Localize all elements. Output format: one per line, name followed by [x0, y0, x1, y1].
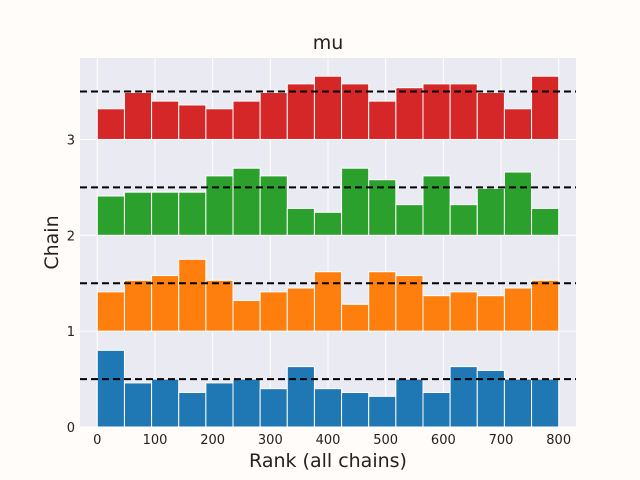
- bar: [96, 291, 125, 332]
- x-tick-label: 800: [546, 433, 571, 448]
- bar: [449, 204, 478, 236]
- bar: [395, 87, 424, 140]
- bar: [151, 100, 180, 140]
- bar: [422, 83, 451, 140]
- bar: [123, 92, 153, 140]
- bar: [151, 378, 180, 428]
- bar: [313, 75, 343, 140]
- chain-1-bars: [96, 258, 560, 332]
- y-tick-label: 2: [67, 229, 75, 244]
- bar: [259, 92, 288, 140]
- bar: [476, 92, 505, 140]
- bar: [205, 108, 234, 140]
- bar: [178, 391, 207, 428]
- bar: [449, 83, 478, 140]
- y-tick-label: 1: [67, 325, 75, 340]
- bar: [205, 279, 234, 332]
- bar: [531, 279, 560, 332]
- x-tick-label: 300: [258, 433, 283, 448]
- chart-title: mu: [313, 32, 344, 54]
- bar: [178, 104, 207, 140]
- bar: [232, 299, 261, 332]
- bar: [178, 191, 207, 236]
- bar: [368, 179, 397, 236]
- bar: [368, 100, 397, 140]
- y-tick-label: 3: [67, 133, 75, 148]
- x-tick-label: 100: [143, 433, 168, 448]
- bar: [503, 171, 533, 236]
- x-tick-label: 500: [373, 433, 398, 448]
- bar: [96, 195, 125, 236]
- bar: [232, 167, 261, 236]
- bar: [449, 366, 478, 428]
- bar: [96, 108, 125, 140]
- bar: [205, 175, 234, 236]
- bar: [259, 388, 288, 428]
- bar: [422, 175, 451, 236]
- bar: [123, 279, 153, 332]
- y-axis-label: Chain: [41, 215, 63, 269]
- bar: [259, 175, 288, 236]
- x-tick-label: 700: [489, 433, 514, 448]
- bar: [341, 303, 370, 332]
- bar: [151, 275, 180, 332]
- x-tick-label: 400: [316, 433, 341, 448]
- bar: [422, 295, 451, 332]
- y-tick-label: 0: [67, 421, 75, 436]
- bar: [503, 378, 533, 428]
- x-tick-label: 200: [200, 433, 225, 448]
- chain-0-bars: [96, 349, 560, 428]
- x-tick-labels: 0 100 200 300 400 500 600 700 800: [93, 433, 571, 448]
- bar: [313, 211, 343, 236]
- bar: [368, 395, 397, 428]
- bar: [286, 83, 315, 140]
- bar: [259, 291, 288, 332]
- bar: [286, 207, 315, 236]
- bar: [313, 388, 343, 428]
- chain-3-bars: [96, 75, 560, 140]
- bar: [313, 271, 343, 332]
- bar: [503, 287, 533, 332]
- bar: [503, 108, 533, 140]
- bar: [178, 258, 207, 332]
- reference-lines: [80, 90, 576, 381]
- x-axis-label: Rank (all chains): [249, 450, 407, 472]
- bar: [476, 295, 505, 332]
- bar: [286, 366, 315, 428]
- bar: [232, 378, 261, 428]
- bar: [123, 191, 153, 236]
- bar: [286, 287, 315, 332]
- bar: [368, 271, 397, 332]
- bar: [205, 382, 234, 428]
- bar: [476, 187, 505, 236]
- histogram-bars: [96, 75, 560, 428]
- bar: [422, 391, 451, 428]
- y-tick-labels: 0 1 2 3: [67, 133, 75, 436]
- bar: [395, 378, 424, 428]
- bar: [531, 378, 560, 428]
- bar: [341, 167, 370, 236]
- bar: [123, 382, 153, 428]
- bar: [151, 191, 180, 236]
- bar: [395, 204, 424, 236]
- bar: [531, 207, 560, 236]
- bar: [232, 100, 261, 140]
- x-tick-label: 600: [431, 433, 456, 448]
- bar: [531, 75, 560, 140]
- bar: [96, 349, 125, 428]
- bar: [341, 391, 370, 428]
- bar: [341, 83, 370, 140]
- chain-2-bars: [96, 167, 560, 236]
- bar: [449, 291, 478, 332]
- x-tick-label: 0: [93, 433, 101, 448]
